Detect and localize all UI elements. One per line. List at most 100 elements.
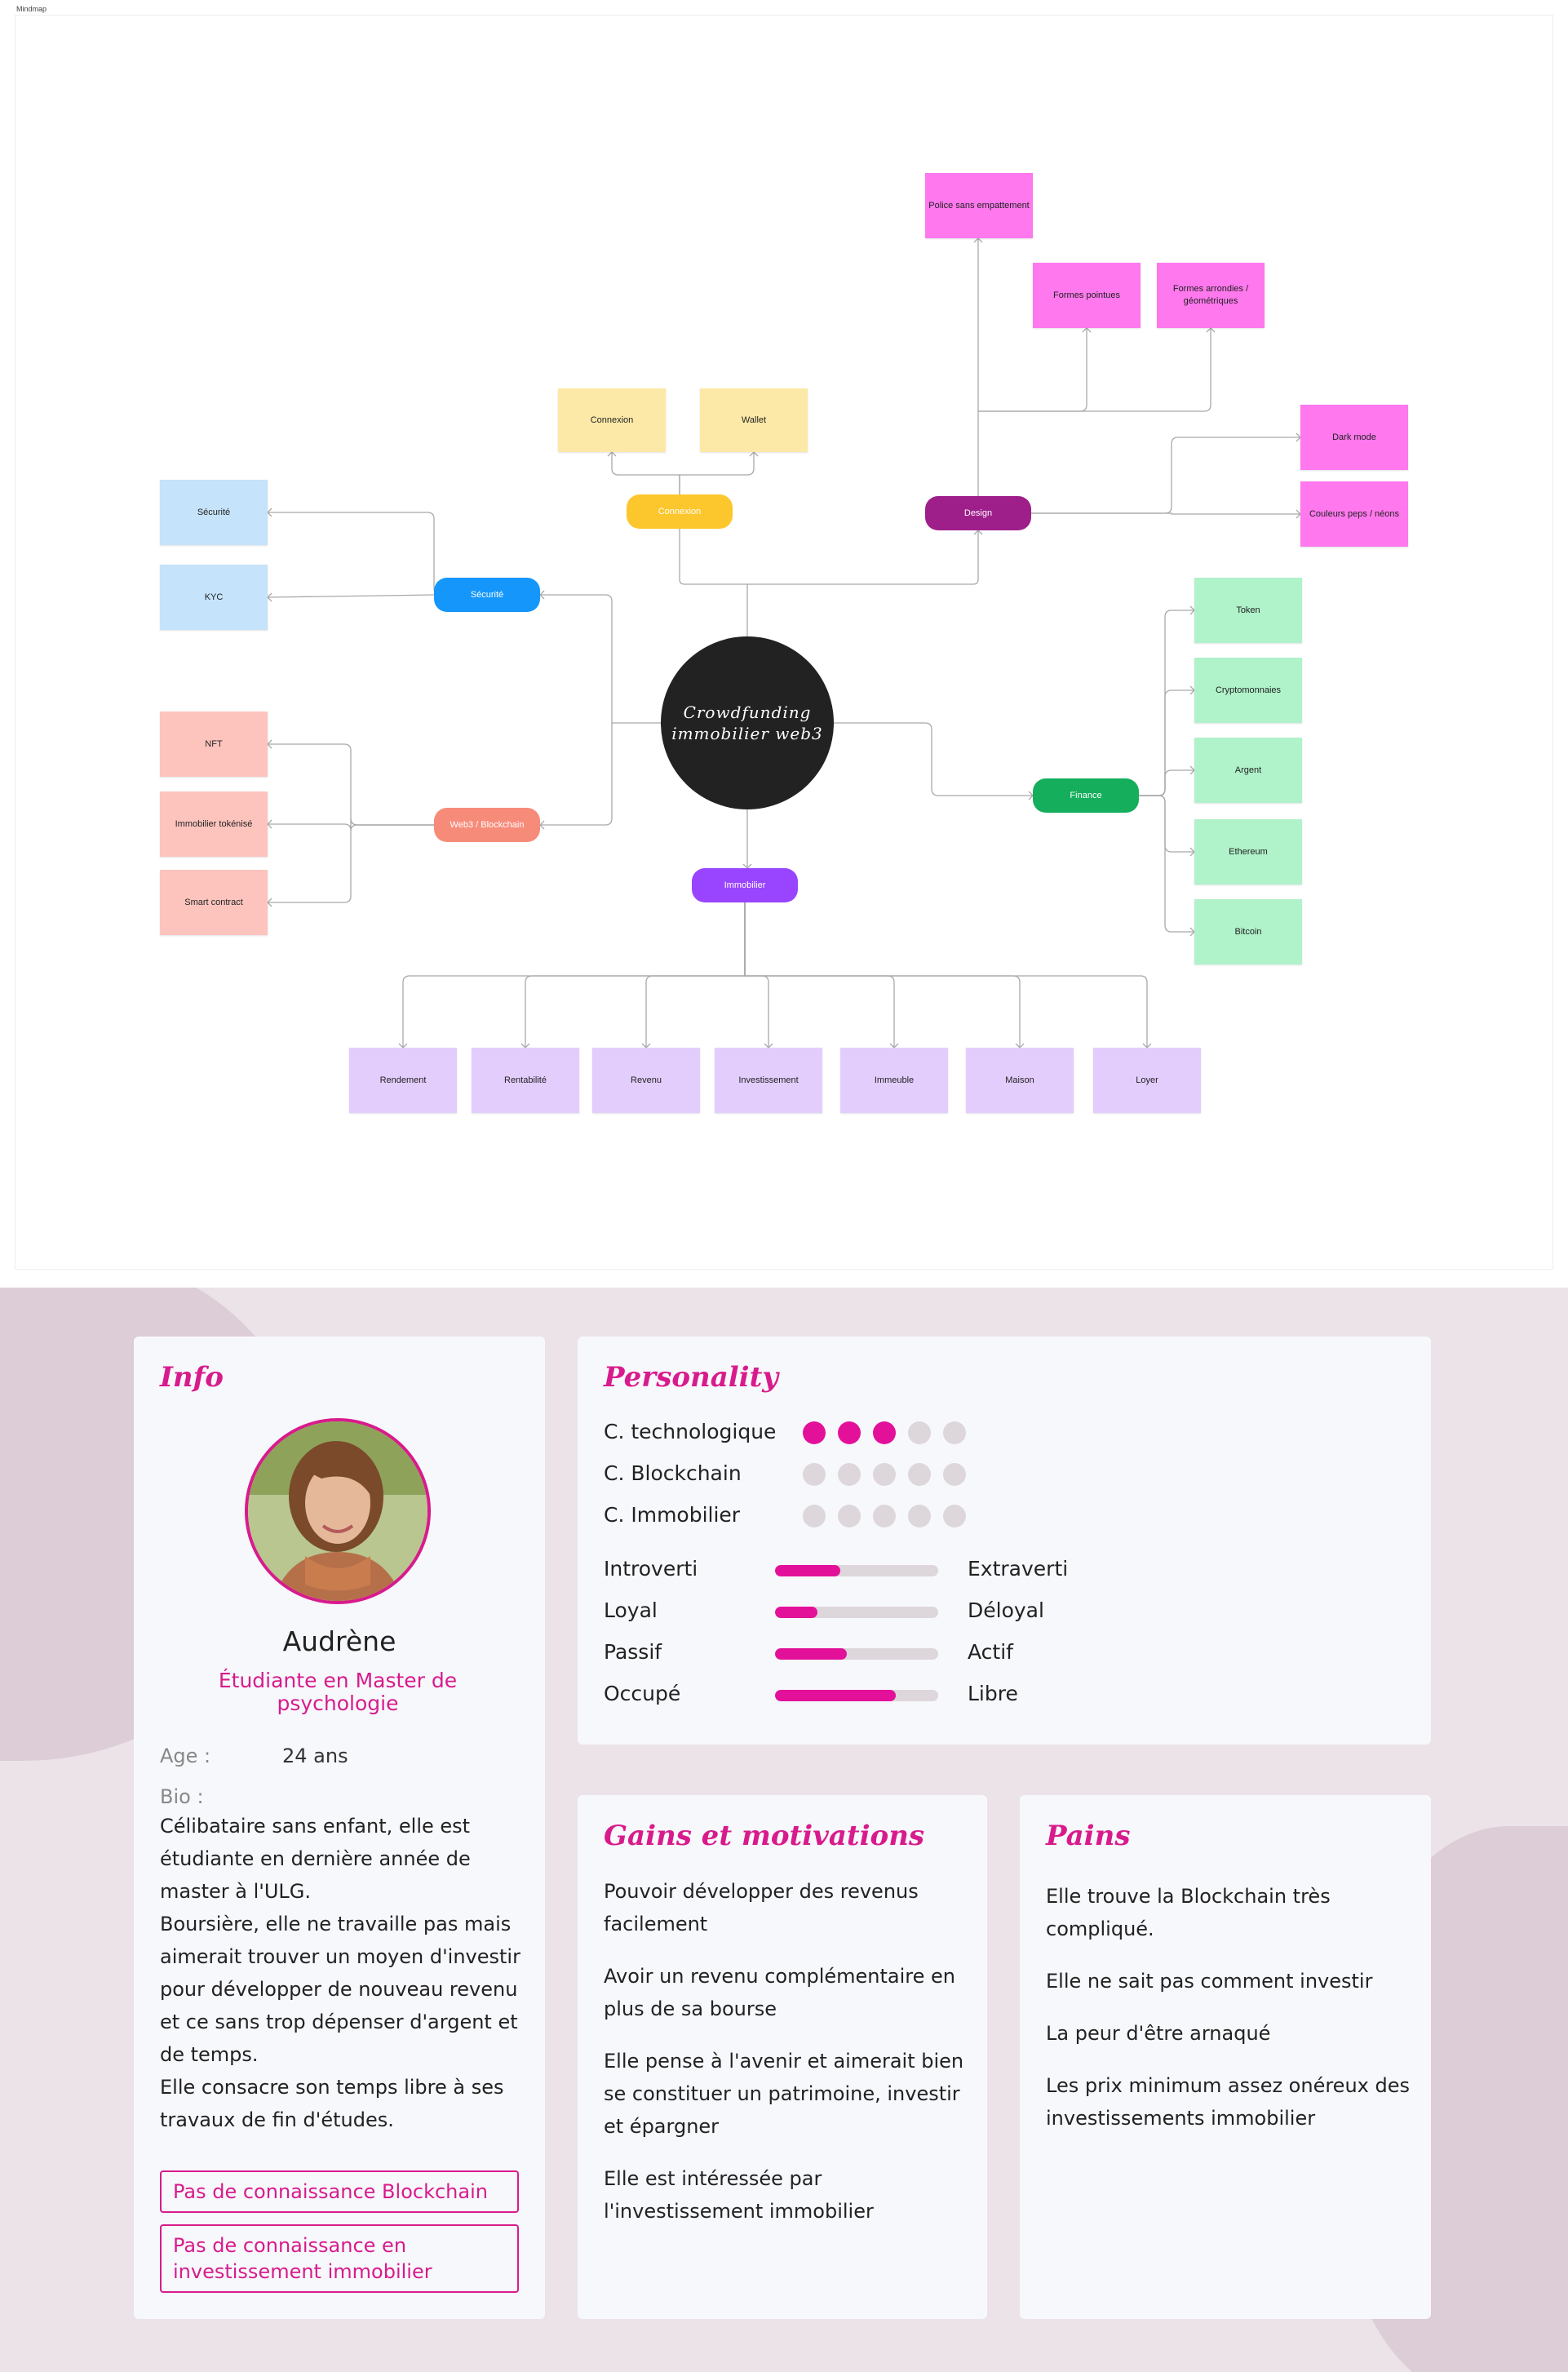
connector-line xyxy=(679,529,748,636)
sticky-couleurs-peps-neons: Couleurs peps / néons xyxy=(1300,481,1408,547)
mindmap-center-node: Crowdfunding immobilier web3 xyxy=(661,636,834,809)
connector-line xyxy=(1139,795,1194,933)
connector-line xyxy=(268,743,434,826)
rating-label: C. technologique xyxy=(604,1420,777,1443)
sticky-connexion: Connexion xyxy=(558,388,666,452)
rating-dots xyxy=(803,1421,966,1444)
persona-role: Étudiante en Master de psychologie xyxy=(218,1669,458,1715)
branch-immobilier: Immobilier xyxy=(692,868,798,902)
avatar-photo xyxy=(248,1421,427,1601)
connector-line xyxy=(611,452,680,494)
connector-line xyxy=(978,328,1211,412)
connector-line xyxy=(1139,795,1194,853)
slider-right-label: Actif xyxy=(968,1640,1013,1664)
slider-left-label: Introverti xyxy=(604,1557,698,1581)
connector-arrow xyxy=(607,451,617,457)
connector-arrow xyxy=(267,739,272,749)
slider-left-label: Loyal xyxy=(604,1598,658,1622)
gains-card: Gains et motivations Pouvoir développer … xyxy=(578,1795,987,2319)
sticky-loyer: Loyer xyxy=(1093,1048,1201,1113)
bio-label: Bio : xyxy=(160,1785,204,1808)
sticky-cryptomonnaies: Cryptomonnaies xyxy=(1194,658,1302,723)
personality-title: Personality xyxy=(604,1361,779,1394)
persona-name: Audrène xyxy=(282,1625,396,1657)
bio-paragraph: Elle consacre son temps libre à ses trav… xyxy=(160,2076,504,2131)
rating-dot-empty xyxy=(943,1421,966,1444)
pains-item: Les prix minimum assez onéreux des inves… xyxy=(1046,2074,1410,2130)
sticky-bitcoin: Bitcoin xyxy=(1194,899,1302,964)
connector-arrow xyxy=(749,451,759,457)
sticky-rentabilite: Rentabilité xyxy=(472,1048,579,1113)
branch-securite: Sécurité xyxy=(434,578,540,612)
pains-item: La peur d'être arnaqué xyxy=(1046,2022,1271,2045)
connector-arrow xyxy=(1082,327,1092,333)
connector-line xyxy=(679,452,755,494)
info-title: Info xyxy=(160,1361,224,1394)
sticky-argent: Argent xyxy=(1194,738,1302,803)
connector-arrow xyxy=(267,819,272,829)
rating-dot-empty xyxy=(838,1463,861,1486)
connector-line xyxy=(525,902,746,1048)
pains-card: Pains Elle trouve la Blockchain très com… xyxy=(1020,1795,1431,2319)
avatar xyxy=(245,1418,431,1604)
gains-list: Pouvoir développer des revenus facilemen… xyxy=(604,1875,968,2247)
sticky-nft: NFT xyxy=(160,712,268,777)
bio-text: Célibataire sans enfant, elle est étudia… xyxy=(160,1810,527,2136)
connector-line xyxy=(540,594,661,724)
sticky-token: Token xyxy=(1194,578,1302,643)
rating-dot-empty xyxy=(908,1505,931,1527)
connector-arrow xyxy=(1206,327,1216,333)
sticky-wallet: Wallet xyxy=(700,388,808,452)
connector-line xyxy=(268,512,441,596)
connector-line xyxy=(744,902,1021,1048)
slider-fill xyxy=(775,1690,896,1701)
connector-line xyxy=(747,530,979,585)
sticky-dark-mode: Dark mode xyxy=(1300,405,1408,470)
bio-paragraph: Boursière, elle ne travaille pas mais ai… xyxy=(160,1913,520,2066)
connector-line xyxy=(744,902,895,1048)
rating-dot-empty xyxy=(803,1505,826,1527)
connector-line xyxy=(1139,769,1194,796)
connector-line xyxy=(1031,512,1300,515)
personality-card: Personality C. technologique C. Blockcha… xyxy=(578,1337,1431,1745)
sticky-ethereum: Ethereum xyxy=(1194,819,1302,885)
rating-dot-empty xyxy=(908,1421,931,1444)
sticky-maison: Maison xyxy=(966,1048,1074,1113)
slider-right-label: Libre xyxy=(968,1682,1018,1705)
rating-dot-empty xyxy=(803,1463,826,1486)
connector-line xyxy=(834,722,1033,796)
connector-line xyxy=(268,818,434,831)
branch-web3: Web3 / Blockchain xyxy=(434,808,540,842)
tag-blockchain: Pas de connaissance Blockchain xyxy=(160,2170,519,2213)
rating-label: C. Immobilier xyxy=(604,1503,741,1527)
rating-dot-filled xyxy=(803,1421,826,1444)
branch-connexion: Connexion xyxy=(627,494,733,529)
sticky-smart-contract: Smart contract xyxy=(160,870,268,935)
sticky-immobilier-tokenise: Immobilier tokénisé xyxy=(160,791,268,857)
connector-line xyxy=(744,902,1148,1048)
rating-dot-filled xyxy=(873,1421,896,1444)
gains-item: Avoir un revenu complémentaire en plus d… xyxy=(604,1965,956,2020)
connector-line xyxy=(402,902,746,1048)
connector-arrow xyxy=(973,530,983,535)
connector-line xyxy=(1139,610,1194,796)
pains-item: Elle ne sait pas comment investir xyxy=(1046,1970,1373,1993)
connector-arrow xyxy=(267,508,272,517)
connector-line xyxy=(1031,437,1300,514)
branch-design: Design xyxy=(925,496,1031,530)
connector-line xyxy=(744,902,769,1048)
mindmap-connectors xyxy=(267,237,1301,1049)
tag-immobilier: Pas de connaissance en investissement im… xyxy=(160,2224,519,2293)
rating-dot-empty xyxy=(908,1463,931,1486)
sticky-formes-arrondies-geometriques: Formes arrondies / géométriques xyxy=(1157,263,1265,328)
slider-track xyxy=(775,1565,938,1576)
sticky-rendement: Rendement xyxy=(349,1048,457,1113)
slider-track xyxy=(775,1690,938,1701)
connector-line xyxy=(267,594,435,598)
rating-dot-filled xyxy=(838,1421,861,1444)
connector-line xyxy=(268,824,434,903)
slider-track xyxy=(775,1607,938,1618)
sticky-kyc: KYC xyxy=(160,565,268,630)
age-value: 24 ans xyxy=(282,1745,348,1767)
slider-fill xyxy=(775,1607,817,1618)
